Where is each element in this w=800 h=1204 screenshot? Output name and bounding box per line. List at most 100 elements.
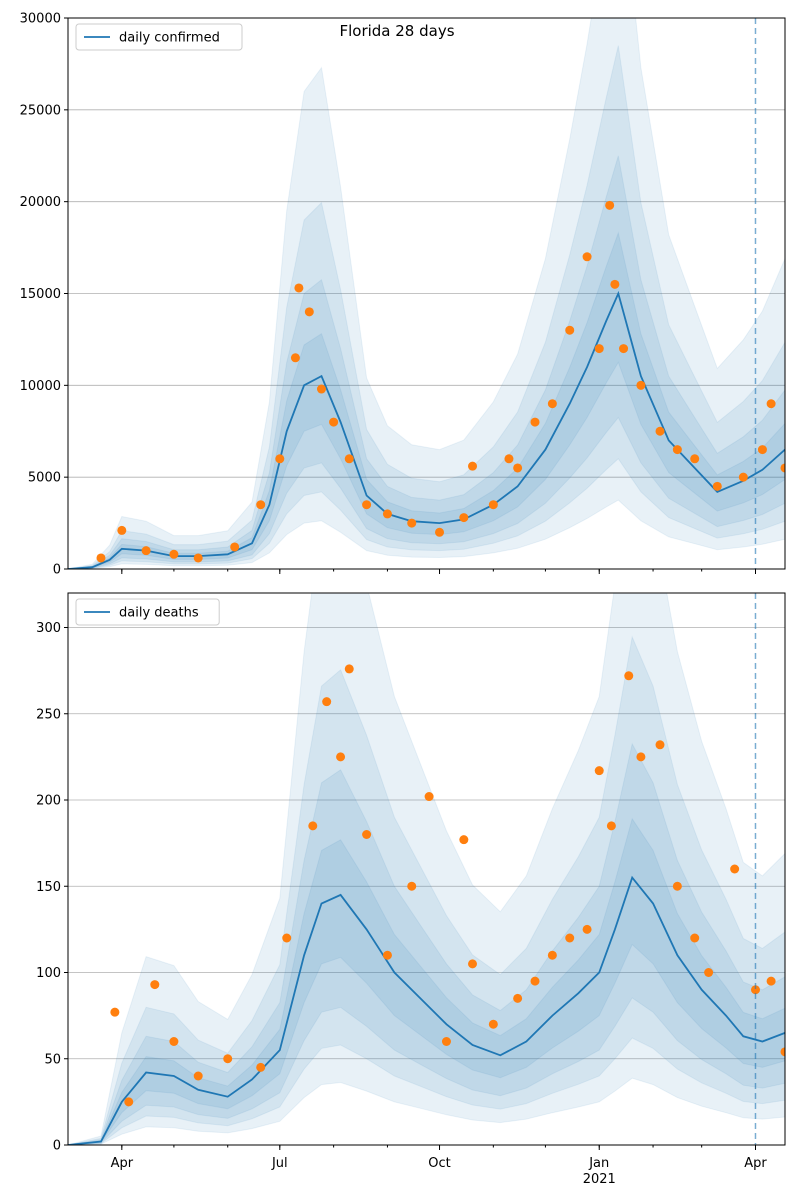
uncertainty-band-10-90% [68, 635, 785, 1145]
observed-point [582, 252, 592, 262]
observed-point [407, 881, 417, 891]
observed-point [435, 527, 445, 537]
observed-point [712, 481, 722, 491]
uncertainty-band-2.5-97.5% [68, 231, 785, 569]
observed-point [738, 472, 748, 482]
observed-point [169, 1037, 179, 1046]
observed-point [110, 1007, 120, 1017]
x-tick-sublabel: 2021 [583, 1172, 616, 1187]
observed-point [304, 307, 314, 317]
observed-point [565, 325, 575, 335]
observed-point [124, 1097, 134, 1107]
y-tick-label: 150 [36, 880, 61, 895]
observed-point [690, 454, 700, 464]
legend: daily deaths [75, 598, 220, 626]
observed-point [605, 200, 615, 210]
uncertainty-band-25-75% [68, 593, 785, 1145]
plot-area [68, 18, 785, 569]
observed-point [606, 821, 616, 831]
y-tick-label: 300 [36, 621, 61, 636]
legend-label: daily deaths [119, 606, 199, 621]
y-tick-label: 250 [36, 707, 61, 722]
y-tick-label: 100 [36, 966, 61, 981]
observed-point [488, 500, 498, 510]
observed-point [672, 445, 682, 455]
observed-point [150, 980, 160, 990]
observed-point [530, 417, 540, 427]
observed-point [594, 766, 604, 776]
series-line-daily-deaths [68, 875, 785, 1145]
observed-point [547, 950, 557, 960]
uncertainty-band-2.5-97.5% [68, 817, 785, 1145]
observed-point [636, 752, 646, 762]
observed-point [282, 933, 292, 943]
observed-point [344, 664, 354, 674]
observed-point [672, 881, 682, 891]
x-tick-label: Jan [588, 1156, 609, 1171]
y-tick-label: 0 [53, 563, 61, 578]
observed-point [382, 509, 392, 519]
observed-point [141, 546, 151, 556]
observed-point [780, 463, 785, 473]
observed-point [766, 976, 776, 986]
observed-point [169, 549, 179, 559]
y-tick-label: 10000 [20, 379, 61, 394]
observed-point [730, 864, 740, 874]
x-tick-label: Jul [271, 1156, 288, 1171]
observed-point [424, 792, 434, 802]
observed-point [193, 1071, 203, 1081]
observed-point [582, 924, 592, 934]
observed-point [459, 835, 469, 845]
observed-point [780, 1047, 785, 1057]
observed-point [382, 950, 392, 960]
observed-point [230, 542, 240, 552]
observed-point [594, 344, 604, 354]
y-tick-label: 30000 [20, 12, 61, 27]
uncertainty-band-5-95% [68, 155, 785, 569]
observed-point [655, 426, 665, 436]
observed-point [223, 1054, 233, 1064]
observed-point [468, 461, 478, 471]
observed-point [256, 1062, 266, 1072]
observed-point [530, 976, 540, 986]
observed-point [488, 1019, 498, 1029]
observed-point [407, 518, 417, 528]
observed-point [459, 513, 469, 523]
uncertainty-band-10-90% [68, 45, 785, 569]
plot-area [68, 593, 785, 1145]
observed-point [316, 384, 326, 394]
y-tick-label: 200 [36, 794, 61, 809]
observed-point [336, 752, 346, 762]
figure-title: Florida 28 days [339, 22, 454, 40]
x-tick-label: Apr [744, 1156, 767, 1171]
observed-point [362, 830, 372, 839]
observed-point [704, 968, 714, 977]
observed-point [344, 454, 354, 464]
uncertainty-band-5-95% [68, 742, 785, 1145]
y-tick-label: 0 [53, 1139, 61, 1154]
observed-point [290, 353, 300, 363]
observed-point [117, 525, 127, 535]
chart-panel-confirmed: 0 5000 10000 15000 20000 25000 30000 daily conf… [20, 12, 786, 578]
observed-point [468, 959, 478, 969]
observed-point [513, 463, 523, 473]
observed-point [256, 500, 266, 510]
observed-point [362, 500, 372, 510]
y-tick-label: 5000 [28, 471, 61, 486]
observed-point [96, 553, 106, 563]
observed-point [513, 993, 523, 1003]
y-tick-label: 50 [44, 1052, 61, 1067]
observed-point [624, 671, 634, 681]
x-tick-label: Apr [111, 1156, 134, 1171]
observed-point [766, 399, 776, 409]
observed-point [750, 985, 760, 995]
observed-point [308, 821, 318, 831]
observed-point [619, 344, 629, 354]
observed-point [275, 454, 285, 464]
x-tick-label: Oct [428, 1156, 450, 1171]
observed-point [565, 933, 575, 943]
observed-point [690, 933, 700, 943]
observed-point [193, 553, 203, 563]
